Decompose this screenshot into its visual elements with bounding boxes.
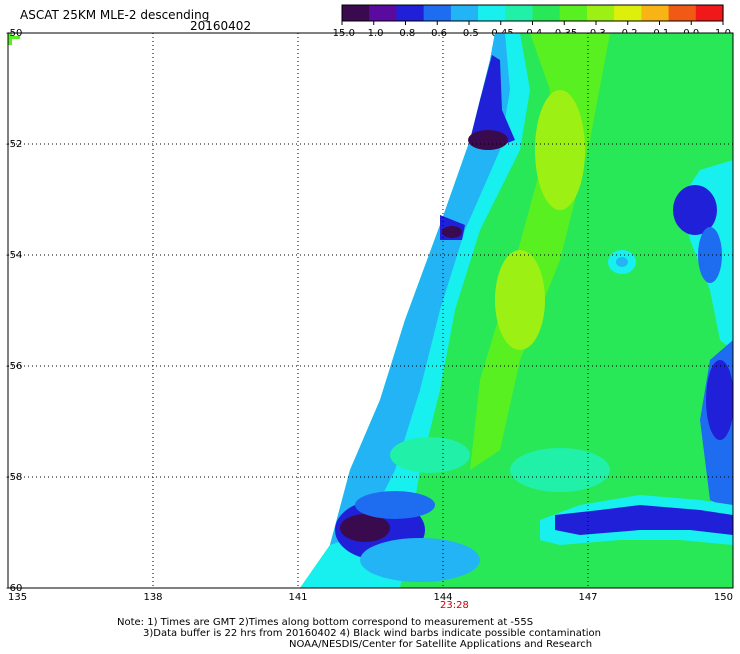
edge-dark-patch-2 [442, 226, 462, 238]
south-dark-cluster [340, 514, 390, 542]
west-teal-patch [390, 437, 470, 473]
lon-tick-label: 141 [288, 592, 307, 603]
lon-tick-label: 147 [578, 592, 597, 603]
south-mid-blue [355, 491, 435, 519]
note-line-1: Note: 1) Times are GMT 2)Times along bot… [117, 617, 533, 628]
lon-tick-label: 150 [714, 592, 733, 603]
colorbar-segment [586, 5, 615, 21]
time-label: 23:28 [440, 600, 469, 611]
note-line-3: NOAA/NESDIS/Center for Satellite Applica… [289, 639, 592, 650]
colorbar-segment [450, 5, 479, 21]
south-teal-patch [510, 448, 610, 492]
colorbar-segment [559, 5, 588, 21]
edge-dark-patch-1 [468, 130, 508, 150]
lat-tick-label: -58 [6, 472, 22, 483]
colorbar-segment [505, 5, 534, 21]
edge-blue-patch-1 [470, 55, 515, 150]
colorbar-segment [342, 5, 370, 21]
colorbar-segment [668, 5, 697, 21]
colorbar-segment [369, 5, 398, 21]
product-date: 20160402 [190, 19, 251, 33]
stray-pixel-1 [8, 33, 12, 45]
lat-tick-label: -60 [6, 583, 22, 594]
stray-pixel-2 [12, 36, 20, 39]
lon-tick-label: 144 [433, 592, 452, 603]
colorbar-segment [641, 5, 670, 21]
colorbar-segment [695, 5, 724, 21]
lat-tick-label: -54 [6, 250, 22, 261]
south-blue-band [555, 505, 733, 535]
south-light-blue [360, 538, 480, 582]
product-title: ASCAT 25KM MLE-2 descending [20, 8, 209, 22]
graticule [8, 33, 733, 588]
colorbar-segment [423, 5, 452, 21]
east-blue-blob-2 [706, 360, 733, 440]
east-mid-blue-blob [698, 227, 722, 283]
colorbar-segment [614, 5, 642, 21]
longitude-axis: 135 138 141 144 147 150 [8, 592, 733, 603]
east-light-blue-spot [616, 257, 628, 267]
latitude-axis: -50 -52 -54 -56 -58 -60 [6, 28, 22, 594]
colorbar-segment [396, 5, 425, 21]
east-blue-blob-1 [673, 185, 717, 235]
wind-swath [8, 33, 733, 588]
lon-tick-label: 135 [8, 592, 27, 603]
lon-tick-label: 138 [143, 592, 162, 603]
edge-light-blue-band [330, 33, 510, 545]
colorbar [341, 4, 724, 22]
colorbar-segment [532, 5, 561, 21]
lat-tick-label: -52 [6, 139, 22, 150]
central-yellow-green-1 [535, 90, 585, 210]
note-line-2: 3)Data buffer is 22 hrs from 20160402 4)… [143, 628, 601, 639]
lat-tick-label: -56 [6, 361, 22, 372]
plot-frame [7, 32, 734, 589]
lat-tick-label: -50 [6, 28, 22, 39]
colorbar-segment [478, 5, 506, 21]
central-yellow-green-2 [495, 250, 545, 350]
